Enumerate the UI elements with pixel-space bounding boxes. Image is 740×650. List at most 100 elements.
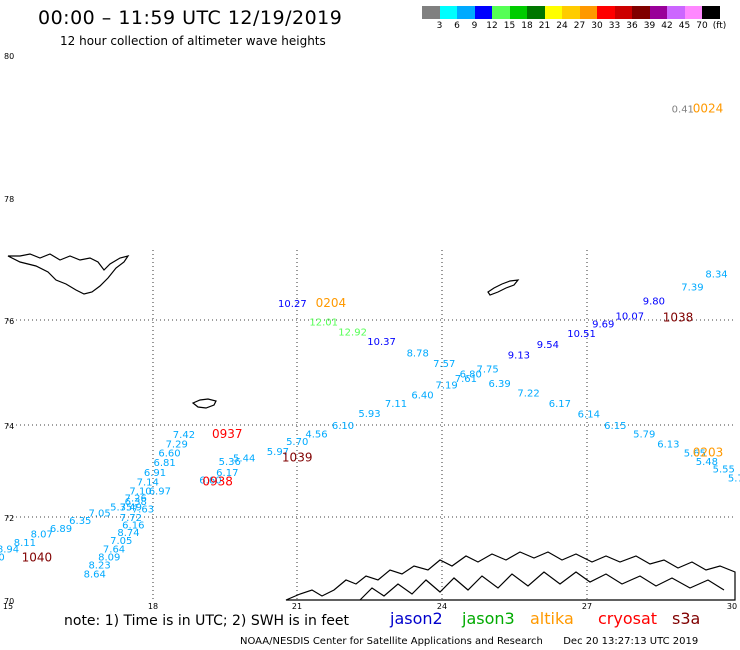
colorbar-swatch bbox=[439, 6, 457, 19]
credit-timestamp: Dec 20 13:27:13 UTC 2019 bbox=[563, 636, 699, 647]
footnote: note: 1) Time is in UTC; 2) SWH is in fe… bbox=[64, 613, 350, 629]
wave-height-label: 8.23 bbox=[88, 561, 110, 572]
pass-time-label: 0938 bbox=[202, 475, 233, 489]
lon-tick-label: 30 bbox=[727, 602, 737, 611]
colorbar-swatch bbox=[667, 6, 685, 19]
wave-height-label: 7.05 bbox=[110, 536, 132, 547]
wave-height-label: 7.57 bbox=[433, 359, 455, 370]
colorbar-labels: 3 6 9 12 15 18 21 24 27 30 33 36 39 42 45 70 (ft) bbox=[422, 21, 740, 33]
wave-height-label: 7.19 bbox=[435, 381, 457, 392]
wave-height-label: 8.78 bbox=[407, 349, 429, 360]
wave-height-label: 9.54 bbox=[537, 340, 559, 351]
wave-height-label: 9.69 bbox=[592, 320, 614, 331]
lat-tick-label: 72 bbox=[4, 514, 14, 523]
pass-time-label: 0204 bbox=[316, 296, 347, 310]
wave-height-label: 8.09 bbox=[98, 552, 120, 563]
svalbard-coast bbox=[7, 253, 130, 295]
satellite-legend-jason2: jason2 bbox=[390, 609, 443, 628]
colorbar-swatch bbox=[632, 6, 650, 19]
satellite-legend-cryosat: cryosat bbox=[598, 609, 658, 628]
wave-height-label: 6.16 bbox=[122, 520, 144, 531]
credit-line: NOAA/NESDIS Center for Satellite Applica… bbox=[240, 636, 698, 647]
wave-height-label: 6.60 bbox=[158, 449, 180, 460]
lon-tick-label: 24 bbox=[437, 602, 447, 611]
colorbar-swatch bbox=[684, 6, 702, 19]
wave-height-label: 9.13 bbox=[508, 351, 530, 362]
wave-height-label: 7.05 bbox=[88, 508, 110, 519]
colorbar-label: 18 bbox=[521, 21, 533, 31]
wave-height-label: 7.75 bbox=[476, 364, 498, 375]
wave-height-label: 6.35 bbox=[69, 516, 91, 527]
wave-height-label: 8.34 bbox=[705, 270, 727, 281]
wave-height-label: 6.10 bbox=[332, 421, 354, 432]
colorbar-label: 12 bbox=[486, 21, 498, 31]
wave-height-label: 7.22 bbox=[517, 388, 539, 399]
pass-time-label: 0024 bbox=[693, 102, 724, 116]
wave-height-label: 8.74 bbox=[117, 528, 139, 539]
bjornoya-coast bbox=[191, 398, 217, 409]
colorbar-label: 27 bbox=[573, 21, 586, 31]
pass-time-label: 0203 bbox=[693, 446, 724, 460]
pass-time-label: 1038 bbox=[663, 311, 694, 325]
wave-height-label: 6.15 bbox=[604, 421, 626, 432]
pass-time-label: 1040 bbox=[22, 551, 53, 565]
wave-height-label: 5.35 bbox=[110, 502, 132, 513]
wave-height-label: 7.39 bbox=[681, 282, 703, 293]
lat-tick-label: 74 bbox=[4, 422, 14, 431]
wave-height-label: 7.14 bbox=[137, 478, 159, 489]
colorbar-label: 70 bbox=[696, 21, 708, 31]
lat-tick-label: 76 bbox=[4, 317, 14, 326]
colorbar-swatch bbox=[702, 6, 720, 19]
lat-tick-label: 80 bbox=[4, 52, 14, 61]
wave-height-label: 6.14 bbox=[578, 409, 600, 420]
colorbar-swatch bbox=[579, 6, 597, 19]
wave-height-label: 7.61 bbox=[455, 374, 477, 385]
colorbar-swatch bbox=[649, 6, 667, 19]
wave-height-label: 7.10 bbox=[129, 486, 151, 497]
colorbar bbox=[422, 6, 720, 19]
wave-height-label: 7.49 bbox=[120, 502, 142, 513]
wave-height-label: 8.64 bbox=[84, 569, 106, 580]
wave-height-label: 8.07 bbox=[31, 530, 53, 541]
wave-height-label: 8.94 bbox=[0, 545, 19, 556]
wave-height-label: 5.44 bbox=[233, 454, 255, 465]
wave-height-label: 7.26 bbox=[125, 494, 147, 505]
colorbar-label: 36 bbox=[626, 21, 638, 31]
wave-height-label: 6.89 bbox=[50, 524, 72, 535]
colorbar-label: 42 bbox=[661, 21, 673, 31]
wave-height-label: 5.36 bbox=[219, 457, 241, 468]
wave-height-label: 7.63 bbox=[132, 505, 154, 516]
wave-height-label: 12.01 bbox=[309, 318, 338, 329]
pass-time-label: 0937 bbox=[212, 427, 243, 441]
wave-height-label: 5.79 bbox=[633, 430, 655, 441]
wave-height-label: 6.38 bbox=[125, 497, 147, 508]
kong-karls-land-coast bbox=[487, 279, 520, 296]
wave-height-label: 7.42 bbox=[173, 430, 195, 441]
wave-height-label: 10.51 bbox=[567, 329, 596, 340]
wave-height-label: 6.80 bbox=[460, 370, 482, 381]
lon-tick-label: 15 bbox=[3, 602, 13, 611]
wave-height-label: 9.80 bbox=[643, 296, 665, 307]
lat-tick-label: 70 bbox=[4, 597, 14, 606]
wave-height-label: 12.92 bbox=[338, 328, 367, 339]
colorbar-label: 15 bbox=[503, 21, 516, 31]
wave-height-label: 6.17 bbox=[216, 468, 238, 479]
colorbar-label: 6 bbox=[454, 21, 460, 31]
map-title: 00:00 – 11:59 UTC 12/19/2019 bbox=[38, 7, 343, 29]
wave-height-label: 10.37 bbox=[367, 337, 396, 348]
colorbar-swatch bbox=[544, 6, 562, 19]
coastline bbox=[7, 253, 736, 601]
colorbar-swatch bbox=[457, 6, 475, 19]
credit-agency: NOAA/NESDIS Center for Satellite Applica… bbox=[240, 636, 543, 647]
colorbar-swatch bbox=[614, 6, 632, 19]
colorbar-label: 30 bbox=[591, 21, 603, 31]
satellite-legend-jason3: jason3 bbox=[462, 609, 515, 628]
wave-height-label: 6.60 bbox=[199, 475, 221, 486]
wave-height-label: 5.65 bbox=[684, 449, 706, 460]
colorbar-label: 3 bbox=[436, 21, 443, 31]
colorbar-label: 39 bbox=[643, 21, 656, 31]
wave-height-label: 6.40 bbox=[411, 391, 433, 402]
